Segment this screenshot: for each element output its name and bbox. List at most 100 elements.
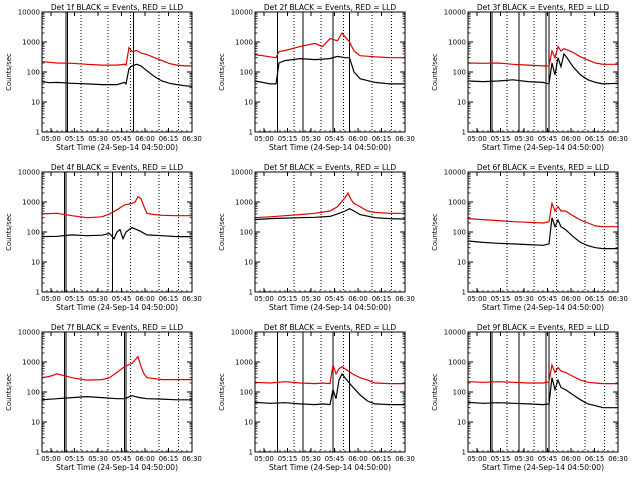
y-tick-label: 1 (462, 129, 466, 137)
chart-panel-4: 1 10 100 1000 10000 05:00 05:15 05:30 05:45 06:00… (5, 163, 202, 312)
events-series-line (467, 377, 618, 409)
y-tick-label: 10 (244, 419, 253, 427)
chart-panel-9: 1 10 100 1000 10000 05:00 05:15 05:30 05:45 06:00… (431, 323, 628, 472)
y-tick-label: 1 (249, 449, 253, 457)
x-tick-label: 05:30 (301, 135, 321, 143)
chart-panel-6: 1 10 100 1000 10000 05:00 05:15 05:30 05:45 06:00… (431, 163, 628, 312)
x-tick-label: 06:15 (585, 295, 605, 303)
y-tick-label: 100 (240, 229, 253, 237)
y-tick-label: 100 (240, 69, 253, 77)
x-axis-label: Start Time (24-Sep-14 04:50:00) (56, 303, 178, 312)
y-tick-label: 100 (27, 69, 40, 77)
y-tick-label: 1000 (235, 199, 253, 207)
y-axis-label: Counts/sec (5, 213, 13, 251)
x-tick-label: 05:30 (88, 295, 108, 303)
x-tick-label: 06:15 (372, 455, 392, 463)
x-tick-label: 06:15 (159, 135, 179, 143)
y-tick-label: 100 (240, 389, 253, 397)
y-tick-label: 10000 (18, 169, 40, 177)
x-tick-label: 06:15 (585, 455, 605, 463)
x-tick-label: 06:15 (159, 295, 179, 303)
lld-series-line (254, 364, 405, 385)
x-tick-label: 06:15 (585, 135, 605, 143)
x-tick-label: 06:30 (608, 135, 628, 143)
events-series-line (254, 372, 405, 406)
x-axis-label: Start Time (24-Sep-14 04:50:00) (56, 143, 178, 152)
x-tick-label: 05:30 (301, 455, 321, 463)
x-tick-label: 05:45 (112, 455, 132, 463)
x-tick-label: 05:45 (325, 295, 345, 303)
x-tick-label: 06:30 (182, 135, 202, 143)
y-tick-label: 1000 (22, 199, 40, 207)
x-axis-label: Start Time (24-Sep-14 04:50:00) (482, 143, 604, 152)
y-tick-label: 100 (453, 389, 466, 397)
chart-title: Det 6f BLACK = Events, RED = LLD (477, 163, 610, 172)
x-tick-label: 05:15 (491, 455, 511, 463)
y-tick-label: 10000 (18, 9, 40, 17)
y-tick-label: 1000 (448, 39, 466, 47)
plot-frame (41, 11, 193, 133)
y-axis-label: Counts/sec (218, 213, 226, 251)
y-axis-label: Counts/sec (431, 53, 439, 91)
x-tick-label: 05:15 (65, 295, 85, 303)
events-series-line (467, 52, 619, 85)
y-tick-label: 10000 (444, 329, 466, 337)
chart-title: Det 2f BLACK = Events, RED = LLD (264, 3, 397, 12)
x-tick-label: 06:00 (348, 455, 368, 463)
x-tick-label: 06:00 (135, 455, 155, 463)
x-tick-label: 05:45 (325, 135, 345, 143)
chart-title: Det 5f BLACK = Events, RED = LLD (264, 163, 397, 172)
x-tick-label: 05:15 (278, 135, 298, 143)
x-tick-label: 05:15 (491, 135, 511, 143)
y-axis-label: Counts/sec (5, 373, 13, 411)
chart-title: Det 9f BLACK = Events, RED = LLD (477, 323, 610, 332)
chart-title: Det 3f BLACK = Events, RED = LLD (477, 3, 610, 12)
x-tick-label: 06:30 (395, 295, 415, 303)
x-tick-label: 05:15 (491, 295, 511, 303)
x-tick-label: 05:30 (301, 295, 321, 303)
x-tick-label: 05:15 (278, 455, 298, 463)
x-tick-label: 05:45 (112, 135, 132, 143)
x-tick-label: 05:45 (112, 295, 132, 303)
y-tick-label: 100 (453, 229, 466, 237)
x-axis-label: Start Time (24-Sep-14 04:50:00) (482, 303, 604, 312)
chart-panel-2: 1 10 100 1000 10000 05:00 05:15 05:30 05:45 06:00… (218, 3, 415, 152)
y-tick-label: 10 (244, 99, 253, 107)
lld-series-line (41, 355, 192, 381)
chart-panel-8: 1 10 100 1000 10000 05:00 05:15 05:30 05:45 06:00… (218, 323, 415, 472)
x-tick-label: 05:00 (254, 135, 274, 143)
chart-panel-1: 1 10 100 1000 10000 05:00 05:15 05:30 05:45 06:00… (5, 3, 202, 152)
plot-frame (254, 171, 406, 293)
chart-panel-3: 1 10 100 1000 10000 05:00 05:15 05:30 05:45 06:00… (431, 3, 628, 152)
lld-series-line (254, 31, 405, 59)
y-tick-label: 1 (249, 289, 253, 297)
x-tick-label: 05:15 (65, 455, 85, 463)
x-tick-label: 05:00 (467, 295, 487, 303)
x-tick-label: 06:15 (372, 295, 392, 303)
y-tick-label: 1000 (448, 199, 466, 207)
x-tick-label: 05:30 (88, 135, 108, 143)
x-tick-label: 05:00 (41, 135, 61, 143)
x-axis-label: Start Time (24-Sep-14 04:50:00) (56, 463, 178, 472)
events-series-line (41, 226, 192, 241)
x-tick-label: 05:45 (325, 455, 345, 463)
x-tick-label: 06:30 (182, 455, 202, 463)
y-tick-label: 1000 (448, 359, 466, 367)
chart-panel-5: 1 10 100 1000 10000 05:00 05:15 05:30 05:45 06:00… (218, 163, 415, 312)
x-tick-label: 05:45 (538, 455, 558, 463)
x-tick-label: 05:00 (254, 455, 274, 463)
events-series-line (254, 208, 406, 221)
y-tick-label: 1 (462, 289, 466, 297)
events-series-line (41, 63, 193, 87)
x-tick-label: 05:15 (65, 135, 85, 143)
y-axis-label: Counts/sec (218, 53, 226, 91)
chart-panel-7: 1 10 100 1000 10000 05:00 05:15 05:30 05:45 06:00… (5, 323, 202, 472)
x-axis-label: Start Time (24-Sep-14 04:50:00) (269, 303, 391, 312)
x-tick-label: 05:30 (514, 295, 534, 303)
x-tick-label: 06:00 (135, 295, 155, 303)
x-tick-label: 06:30 (182, 295, 202, 303)
y-tick-label: 10000 (18, 329, 40, 337)
x-tick-label: 05:30 (514, 135, 534, 143)
y-tick-label: 100 (453, 69, 466, 77)
